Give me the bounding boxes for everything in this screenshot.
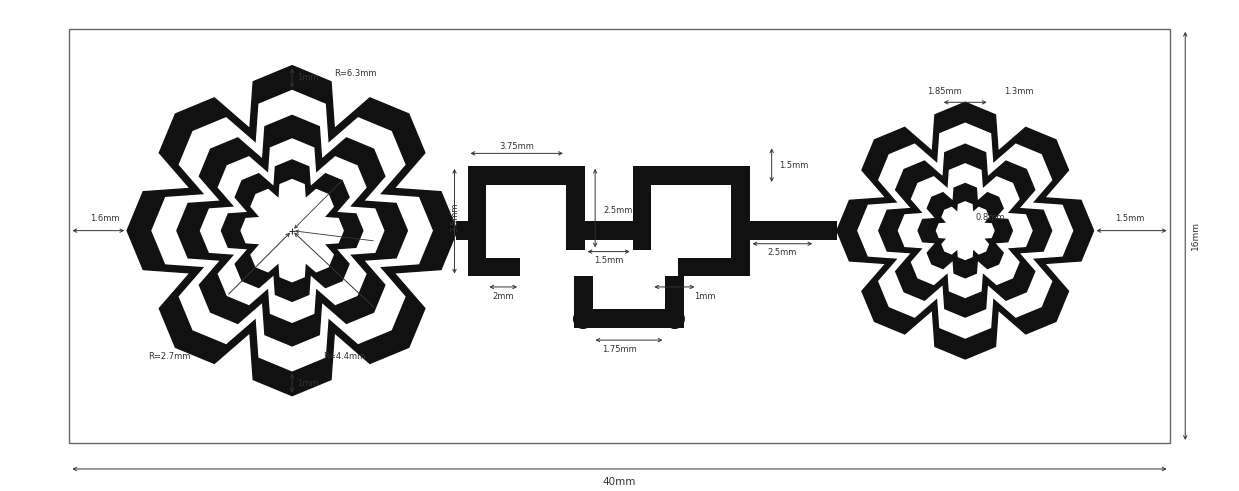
- Bar: [467, 166, 566, 185]
- Bar: [467, 166, 487, 276]
- Text: 1mm: 1mm: [297, 73, 318, 82]
- Text: 1.5mm: 1.5mm: [1115, 215, 1145, 223]
- Text: 1mm: 1mm: [297, 380, 318, 388]
- Text: 1.75mm: 1.75mm: [602, 345, 637, 354]
- Polygon shape: [177, 115, 408, 346]
- Bar: [679, 258, 731, 276]
- Bar: [665, 276, 684, 328]
- Bar: [750, 221, 836, 240]
- Text: 2mm: 2mm: [492, 292, 514, 300]
- Bar: [574, 276, 592, 328]
- Circle shape: [665, 309, 684, 328]
- Text: 1.6mm: 1.6mm: [90, 215, 120, 223]
- Text: 1mm: 1mm: [694, 292, 715, 300]
- Bar: [633, 166, 652, 250]
- Bar: [456, 221, 468, 240]
- Bar: [585, 221, 633, 240]
- Text: 1.85mm: 1.85mm: [927, 87, 961, 96]
- Text: 40mm: 40mm: [603, 477, 636, 487]
- Text: R=6.3mm: R=6.3mm: [335, 69, 377, 78]
- Bar: [731, 166, 750, 276]
- Bar: [574, 309, 684, 328]
- Text: R=4.4mm: R=4.4mm: [323, 352, 366, 361]
- Polygon shape: [937, 202, 994, 259]
- Polygon shape: [201, 139, 384, 322]
- Circle shape: [574, 309, 592, 328]
- Polygon shape: [857, 123, 1073, 338]
- Polygon shape: [242, 180, 343, 282]
- Text: 1.3mm: 1.3mm: [1005, 87, 1035, 96]
- Polygon shape: [222, 160, 363, 301]
- Bar: [467, 258, 520, 276]
- Polygon shape: [152, 90, 432, 371]
- Text: 3.5mm: 3.5mm: [450, 203, 458, 232]
- Polygon shape: [918, 184, 1012, 278]
- Text: 0.8mm: 0.8mm: [975, 213, 1005, 222]
- Text: 2.5mm: 2.5mm: [603, 207, 632, 216]
- Polygon shape: [128, 66, 457, 396]
- Polygon shape: [836, 102, 1094, 359]
- Bar: [633, 166, 731, 185]
- Bar: [566, 166, 585, 250]
- Text: 16mm: 16mm: [1191, 221, 1201, 250]
- Text: 1.5mm: 1.5mm: [593, 256, 623, 265]
- Text: 2.5mm: 2.5mm: [768, 248, 797, 257]
- Polygon shape: [898, 164, 1032, 298]
- Bar: [69, 29, 1170, 443]
- Text: 1.5mm: 1.5mm: [779, 161, 809, 170]
- Text: R=2.7mm: R=2.7mm: [149, 352, 191, 361]
- Polygon shape: [878, 144, 1052, 317]
- Text: 3.75mm: 3.75mm: [499, 142, 534, 151]
